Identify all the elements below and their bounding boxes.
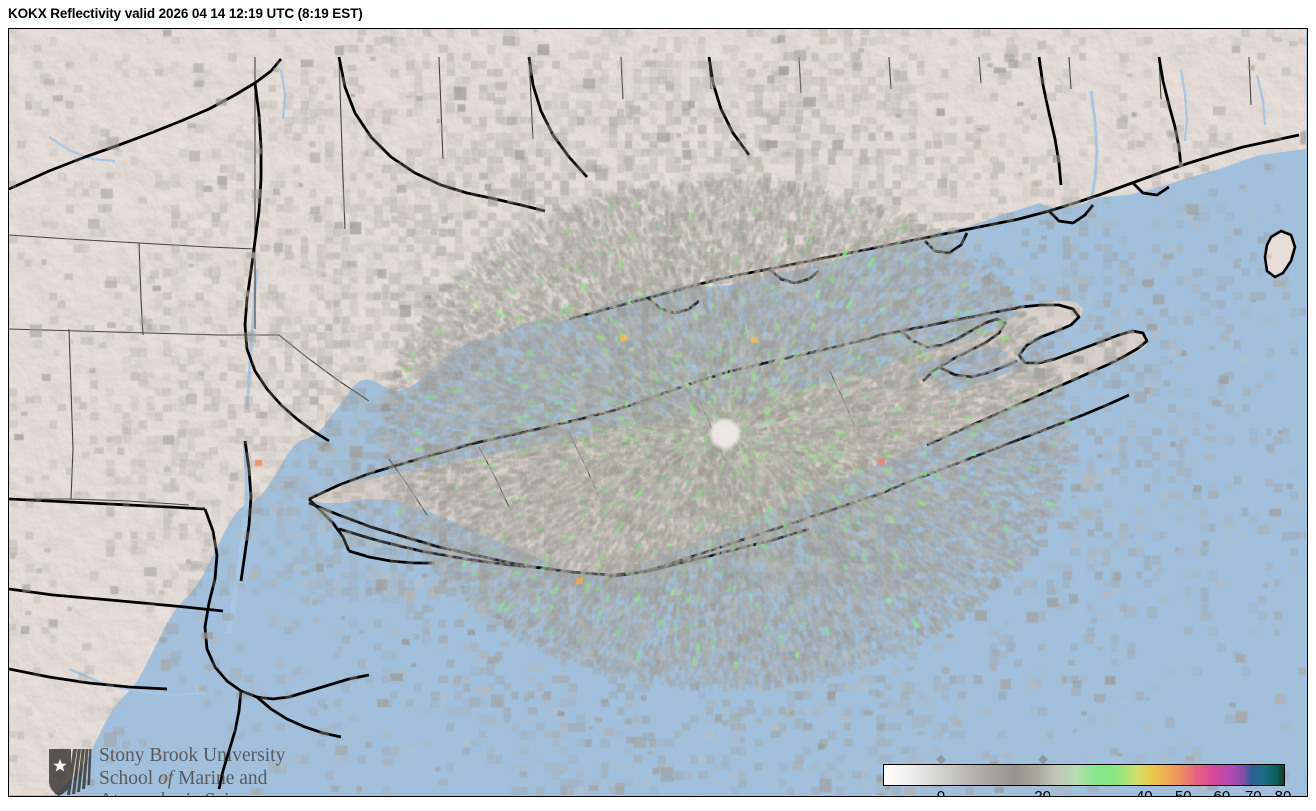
- watermark-line-3: Atmospheric Sciences: [99, 790, 339, 796]
- map-inner: 0 20 40 50 60 70 80 Stony Brook University: [9, 29, 1307, 796]
- colorbar-gradient-frame: [883, 764, 1285, 786]
- stony-brook-watermark: Stony Brook University School of Marine …: [47, 745, 337, 796]
- radar-reflectivity-layer: [9, 29, 1306, 795]
- reflectivity-colorbar[interactable]: 0 20 40 50 60 70 80: [875, 754, 1291, 796]
- watermark-line-1: Stony Brook University: [99, 745, 286, 766]
- colorbar-tick-0: 0: [937, 788, 945, 796]
- colorbar-tick-80: 80: [1275, 788, 1292, 796]
- colorbar-gradient: [884, 765, 1284, 785]
- shield-crest-icon: [49, 749, 92, 796]
- page-title: KOKX Reflectivity valid 2026 04 14 12:19…: [8, 6, 363, 21]
- colorbar-tick-60: 60: [1214, 788, 1231, 796]
- watermark-line-2-b: Marine and: [173, 767, 268, 789]
- colorbar-tick-70: 70: [1245, 788, 1262, 796]
- radar-map[interactable]: 0 20 40 50 60 70 80 Stony Brook University: [8, 28, 1308, 797]
- colorbar-tick-40: 40: [1136, 788, 1153, 796]
- colorbar-tick-20: 20: [1034, 788, 1051, 796]
- watermark-text: Stony Brook University School of Marine …: [99, 745, 339, 796]
- watermark-line-2: School of Marine and: [99, 768, 339, 791]
- watermark-line-2-italic: of: [158, 767, 174, 789]
- colorbar-tick-50: 50: [1175, 788, 1192, 796]
- colorbar-marker-0: [935, 754, 946, 765]
- watermark-line-2-a: School: [99, 767, 159, 789]
- colorbar-marker-1: [1037, 754, 1048, 765]
